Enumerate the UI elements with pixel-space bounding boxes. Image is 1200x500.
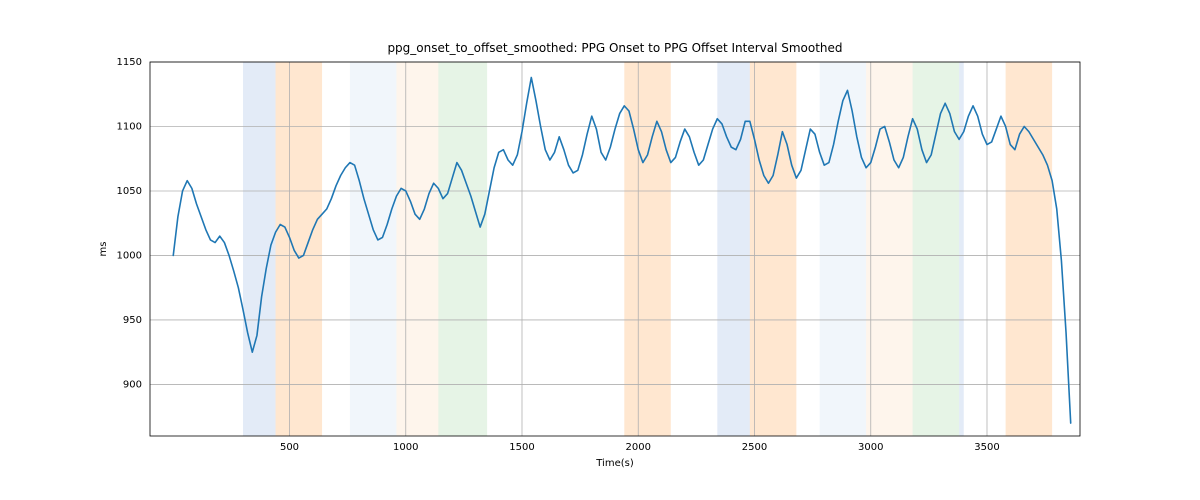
x-tick-label: 1500: [509, 442, 534, 453]
y-tick-label: 1100: [117, 121, 142, 132]
y-tick-label: 1150: [117, 57, 142, 68]
phase-band: [438, 62, 487, 436]
y-axis-label: ms: [98, 242, 109, 257]
y-tick-label: 1000: [117, 250, 142, 261]
phase-band: [1006, 62, 1053, 436]
x-tick-label: 1000: [393, 442, 418, 453]
y-tick-label: 900: [123, 379, 142, 390]
phase-band: [396, 62, 438, 436]
x-axis-label: Time(s): [595, 458, 634, 469]
phase-band: [866, 62, 913, 436]
x-axis: 500 1000 1500 2000 2500 3000 3500: [280, 436, 1000, 453]
phase-band: [276, 62, 323, 436]
y-axis: 900 950 1000 1050 1100 1150: [117, 57, 150, 390]
phase-band: [913, 62, 960, 436]
x-tick-label: 3000: [858, 442, 883, 453]
y-tick-label: 1050: [117, 186, 142, 197]
phase-band: [717, 62, 750, 436]
phase-band: [959, 62, 964, 436]
x-tick-label: 3500: [974, 442, 999, 453]
phase-bands: [243, 62, 1052, 436]
y-tick-label: 950: [123, 315, 142, 326]
chart-title: ppg_onset_to_offset_smoothed: PPG Onset …: [387, 41, 842, 55]
x-tick-label: 500: [280, 442, 299, 453]
phase-band: [350, 62, 397, 436]
x-tick-label: 2000: [626, 442, 651, 453]
phase-band: [750, 62, 797, 436]
ppg-chart: 500 1000 1500 2000 2500 3000 3500 900 950 1000 105…: [0, 0, 1200, 500]
x-tick-label: 2500: [742, 442, 767, 453]
phase-band: [820, 62, 867, 436]
